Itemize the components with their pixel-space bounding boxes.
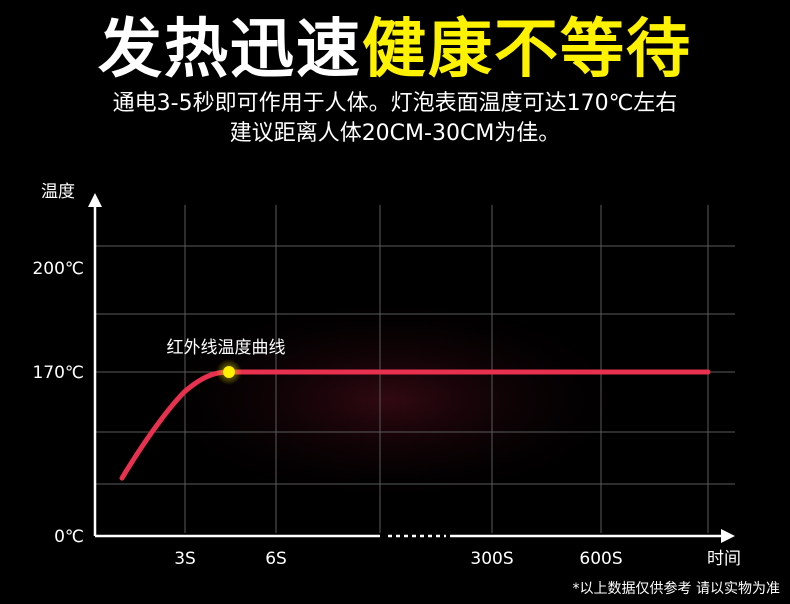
background-glow: [130, 290, 650, 510]
y-axis-arrow: [88, 193, 102, 207]
footnote: *以上数据仅供参考 请以实物为准: [572, 581, 780, 597]
y-tick-label: 200℃: [32, 259, 84, 279]
x-axis-arrow: [721, 529, 735, 543]
headline-yellow: 健康不等待: [362, 13, 692, 87]
x-tick-labels: 3S 6S 300S 600S: [174, 549, 622, 569]
axes: [88, 193, 735, 543]
highlight-point: [223, 366, 235, 378]
x-axis-label: 时间: [707, 549, 741, 569]
y-axis-label: 温度: [41, 182, 75, 202]
y-tick-label: 170℃: [32, 363, 84, 383]
y-tick-labels: 200℃ 170℃ 0℃: [32, 259, 84, 547]
x-tick-label: 6S: [265, 549, 287, 569]
headline: 发热迅速健康不等待: [0, 12, 790, 88]
subtitle-line-2: 建议距离人体20CM-30CM为佳。: [229, 121, 561, 146]
y-tick-label: 0℃: [54, 527, 84, 547]
subtitle-line-1: 通电3-5秒即可作用于人体。灯泡表面温度可达170℃左右: [112, 91, 678, 116]
grid: [95, 205, 735, 533]
x-tick-label: 300S: [470, 549, 513, 569]
curve-annotation: 红外线温度曲线: [167, 338, 286, 358]
x-tick-label: 600S: [579, 549, 622, 569]
headline-white: 发热迅速: [98, 13, 362, 87]
x-tick-label: 3S: [174, 549, 196, 569]
